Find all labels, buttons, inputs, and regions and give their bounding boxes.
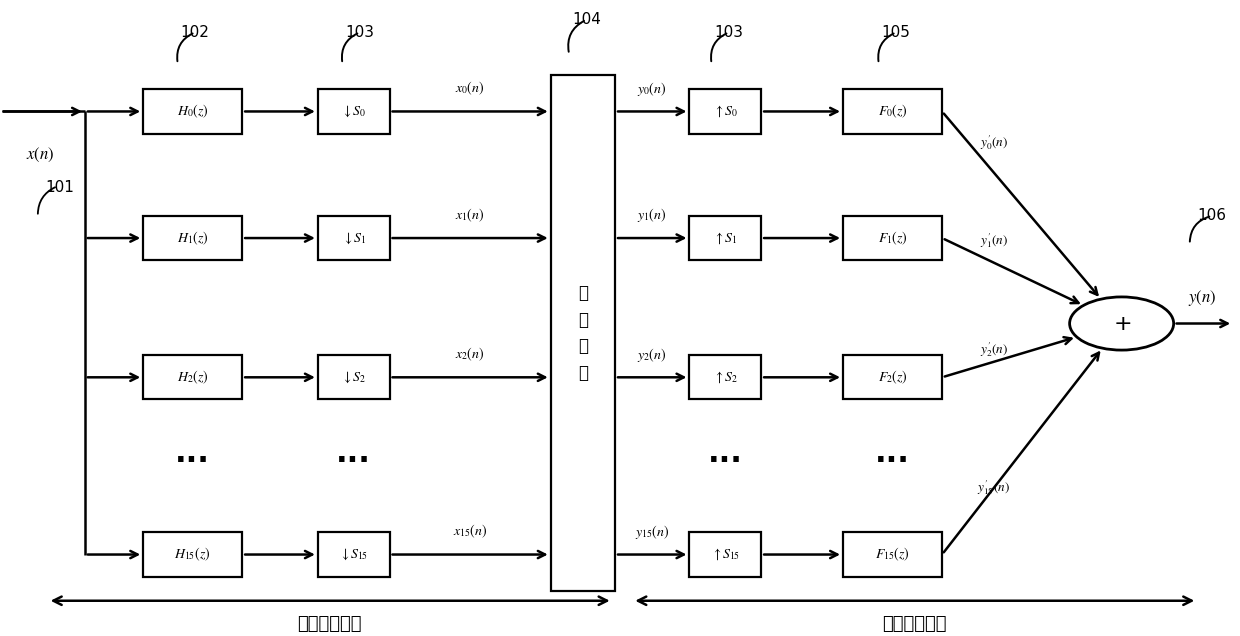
Text: $\uparrow S_{1}$: $\uparrow S_{1}$ [713, 230, 738, 245]
Bar [317, 355, 389, 399]
Text: $H_{15}(z)$: $H_{15}(z)$ [175, 546, 211, 563]
Text: $y_{15}^{\prime}(n)$: $y_{15}^{\prime}(n)$ [977, 478, 1011, 497]
Text: 104: 104 [572, 12, 601, 27]
Text: $F_{1}(z)$: $F_{1}(z)$ [878, 230, 908, 247]
Text: ···: ··· [175, 447, 210, 476]
Text: ···: ··· [708, 447, 743, 476]
Bar [317, 89, 389, 134]
Text: $\downarrow S_{1}$: $\downarrow S_{1}$ [342, 230, 366, 245]
Bar [843, 355, 942, 399]
FancyArrowPatch shape [177, 34, 192, 61]
Text: $H_{0}(z)$: $H_{0}(z)$ [177, 103, 208, 120]
Text: 响
度
补
偿: 响 度 补 偿 [578, 284, 588, 382]
Text: 103: 103 [714, 25, 744, 40]
Text: 101: 101 [46, 180, 74, 195]
FancyArrowPatch shape [1190, 217, 1209, 242]
Text: $y_{1}^{\prime}(n)$: $y_{1}^{\prime}(n)$ [980, 232, 1008, 251]
Text: $y_{2}^{\prime}(n)$: $y_{2}^{\prime}(n)$ [980, 340, 1008, 359]
Text: ···: ··· [875, 447, 910, 476]
Text: $F_{15}(z)$: $F_{15}(z)$ [875, 546, 910, 563]
Text: 105: 105 [882, 25, 910, 40]
FancyArrowPatch shape [878, 34, 894, 61]
FancyArrowPatch shape [711, 34, 727, 61]
Text: $y_{1}(n)$: $y_{1}(n)$ [637, 206, 667, 225]
Bar [689, 355, 761, 399]
Text: $\downarrow S_{0}$: $\downarrow S_{0}$ [341, 104, 366, 119]
Bar [689, 89, 761, 134]
Text: $\downarrow S_{2}$: $\downarrow S_{2}$ [341, 370, 366, 385]
Text: $F_{2}(z)$: $F_{2}(z)$ [878, 369, 908, 386]
Text: $H_{2}(z)$: $H_{2}(z)$ [177, 369, 208, 386]
Text: $y_{0}(n)$: $y_{0}(n)$ [637, 80, 667, 98]
Text: 106: 106 [1198, 209, 1226, 223]
Text: $x(n)$: $x(n)$ [26, 146, 55, 163]
Text: 分解滤波器组: 分解滤波器组 [296, 615, 361, 633]
Text: $x_{0}(n)$: $x_{0}(n)$ [455, 80, 485, 97]
Bar [143, 532, 242, 577]
Bar [551, 76, 615, 591]
Bar [317, 216, 389, 260]
Text: $x_{1}(n)$: $x_{1}(n)$ [455, 207, 485, 224]
Text: $x_{2}(n)$: $x_{2}(n)$ [455, 346, 485, 363]
Text: $x_{15}(n)$: $x_{15}(n)$ [453, 523, 487, 541]
Text: $\uparrow S_{0}$: $\uparrow S_{0}$ [713, 104, 738, 119]
Text: $\uparrow S_{2}$: $\uparrow S_{2}$ [713, 370, 738, 385]
Text: $F_{0}(z)$: $F_{0}(z)$ [878, 103, 908, 120]
Text: $\uparrow S_{15}$: $\uparrow S_{15}$ [711, 547, 740, 562]
Text: $y_{0}^{\prime}(n)$: $y_{0}^{\prime}(n)$ [980, 133, 1008, 151]
Bar [143, 216, 242, 260]
Bar [843, 89, 942, 134]
Text: 102: 102 [181, 25, 210, 40]
Text: $y_{15}(n)$: $y_{15}(n)$ [635, 523, 670, 541]
Text: $+$: $+$ [1112, 314, 1131, 333]
Text: 103: 103 [346, 25, 374, 40]
FancyArrowPatch shape [342, 34, 357, 61]
Bar [843, 216, 942, 260]
Bar [317, 532, 389, 577]
Text: $y_{2}(n)$: $y_{2}(n)$ [637, 345, 667, 364]
Bar [143, 355, 242, 399]
Text: $\downarrow S_{15}$: $\downarrow S_{15}$ [339, 547, 368, 562]
Text: $y(n)$: $y(n)$ [1188, 288, 1216, 308]
Bar [143, 89, 242, 134]
Bar [689, 216, 761, 260]
Bar [689, 532, 761, 577]
Text: ···: ··· [336, 447, 371, 476]
Bar [843, 532, 942, 577]
FancyArrowPatch shape [568, 21, 584, 52]
FancyArrowPatch shape [38, 187, 55, 214]
Text: 综合滤波器组: 综合滤波器组 [883, 615, 947, 633]
Text: $H_{1}(z)$: $H_{1}(z)$ [177, 230, 208, 247]
